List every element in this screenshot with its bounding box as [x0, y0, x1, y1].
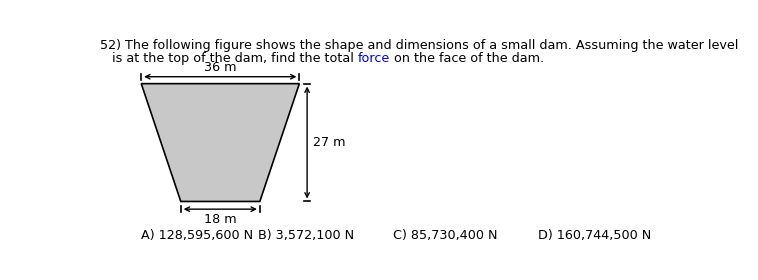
Text: on the face of the dam.: on the face of the dam. [390, 52, 544, 65]
Text: B) 3,572,100 N: B) 3,572,100 N [258, 228, 354, 241]
Polygon shape [141, 84, 299, 202]
Text: 18 m: 18 m [204, 213, 236, 226]
Text: 27 m: 27 m [312, 136, 345, 149]
Text: 36 m: 36 m [204, 61, 236, 74]
Text: 52) The following figure shows the shape and dimensions of a small dam. Assuming: 52) The following figure shows the shape… [100, 39, 738, 52]
Text: force: force [358, 52, 390, 65]
Text: A) 128,595,600 N: A) 128,595,600 N [141, 228, 253, 241]
Text: C) 85,730,400 N: C) 85,730,400 N [393, 228, 497, 241]
Text: is at the top of the dam, find the total: is at the top of the dam, find the total [111, 52, 358, 65]
Text: D) 160,744,500 N: D) 160,744,500 N [538, 228, 651, 241]
